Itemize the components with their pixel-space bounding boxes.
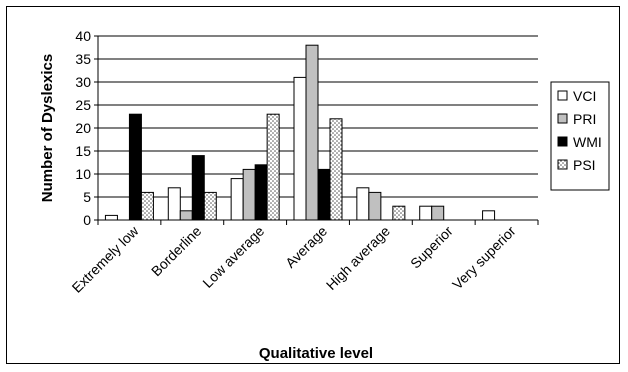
bar-psi (140, 191, 154, 221)
bar-vci (230, 178, 244, 221)
bar-wmi (254, 164, 268, 221)
bar-psi (392, 205, 406, 221)
x-tick-label: Superior (407, 223, 456, 272)
y-tick-label: 5 (83, 189, 91, 205)
bar-vci (167, 187, 181, 221)
x-axis-title: Qualitative level (259, 345, 373, 362)
bar-pri (368, 191, 382, 221)
bar-wmi (191, 155, 205, 221)
bar-psi (329, 118, 343, 221)
y-tick-label: 40 (75, 28, 91, 44)
x-tick-label: Extremely low (69, 222, 143, 296)
bar-vci (293, 76, 307, 221)
y-tick-label: 0 (83, 212, 91, 228)
chart-frame (6, 6, 620, 364)
legend-label-pri: PRI (573, 111, 596, 127)
bar-pri (242, 168, 256, 221)
y-axis-title: Number of Dyslexics (39, 54, 56, 202)
y-tick-label: 30 (75, 74, 91, 90)
legend-swatch-wmi (557, 136, 568, 147)
bar-vci (419, 205, 433, 221)
bar-wmi (128, 113, 142, 221)
bar-pri (305, 44, 319, 221)
x-tick-label: High average (323, 223, 393, 293)
legend-swatch-pri (557, 113, 568, 124)
x-tick-label: Average (282, 223, 330, 271)
bar-vci (104, 214, 118, 221)
y-tick-label: 15 (75, 143, 91, 159)
bar-vci (356, 187, 370, 221)
x-tick-label: Very superior (449, 223, 519, 293)
legend-swatch-vci (557, 90, 568, 101)
bar-pri (179, 210, 193, 221)
legend-swatch-psi (557, 159, 568, 170)
y-tick-label: 25 (75, 97, 91, 113)
legend-label-wmi: WMI (573, 134, 602, 150)
x-tick-label: Low average (199, 223, 267, 291)
legend-label-vci: VCI (573, 88, 596, 104)
bar-psi (266, 113, 280, 221)
bar-pri (431, 205, 445, 221)
y-tick-label: 20 (75, 120, 91, 136)
bar-vci (482, 210, 496, 221)
legend-label-psi: PSI (573, 157, 596, 173)
bar-psi (203, 191, 217, 221)
y-tick-label: 35 (75, 51, 91, 67)
bar-wmi (317, 168, 331, 221)
x-tick-label: Borderline (148, 223, 205, 280)
y-tick-label: 10 (75, 166, 91, 182)
